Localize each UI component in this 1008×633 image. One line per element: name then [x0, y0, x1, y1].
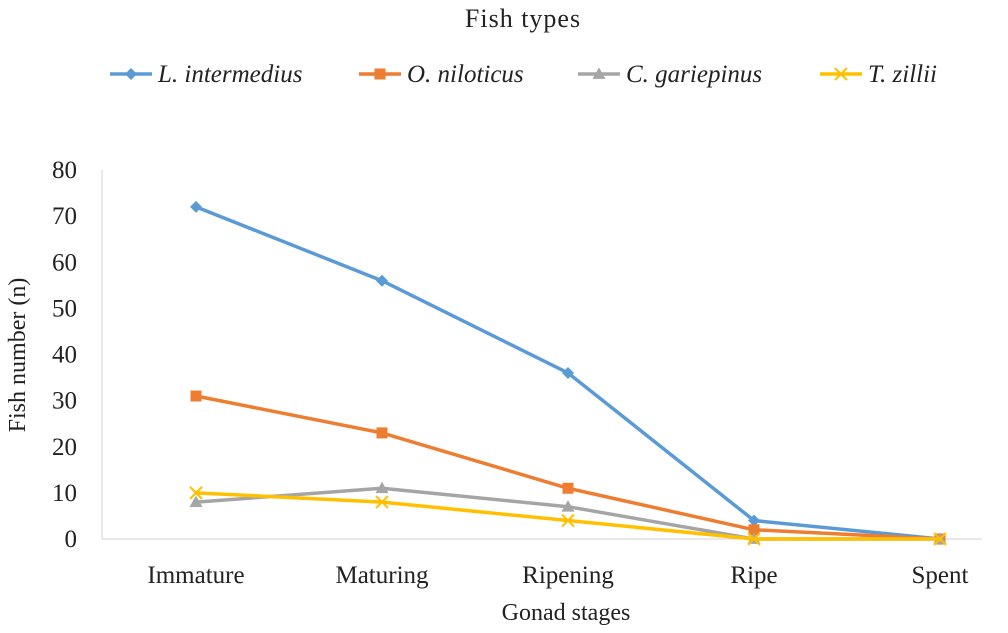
legend-label: L. intermedius — [157, 61, 302, 88]
y-axis-title: Fish number (n) — [5, 278, 31, 433]
data-point-t-zillii — [375, 495, 389, 509]
data-point-o-niloticus — [376, 427, 388, 439]
data-point-t-zillii — [933, 532, 947, 546]
series-t-zillii — [189, 486, 947, 546]
legend-item-l-intermedius: L. intermedius — [110, 61, 302, 88]
legend-marker — [592, 67, 606, 79]
x-axis: Immature Maturing Ripening Ripe Spent — [102, 538, 982, 589]
y-tick-label: 40 — [52, 342, 77, 369]
y-tick-label: 70 — [52, 203, 77, 230]
legend-marker — [125, 68, 137, 80]
data-point-o-niloticus — [562, 482, 574, 494]
y-tick-label: 60 — [52, 249, 77, 276]
y-tick-label: 10 — [52, 480, 77, 507]
y-tick-label: 50 — [52, 295, 77, 322]
data-point-t-zillii — [189, 486, 203, 500]
x-axis-title: Gonad stages — [502, 600, 631, 626]
legend-item-t-zillii: T. zillii — [820, 61, 937, 88]
plot-series — [189, 200, 947, 546]
series-line-o-niloticus — [194, 394, 942, 541]
legend-label: T. zillii — [868, 61, 937, 88]
data-point-t-zillii — [561, 513, 575, 528]
data-point-l-intermedius — [562, 366, 574, 379]
x-tick-label: Ripe — [730, 562, 777, 589]
y-tick-label: 80 — [52, 157, 77, 184]
data-point-c-gariepinus — [561, 500, 575, 512]
data-point-o-niloticus — [190, 390, 202, 402]
data-point-c-gariepinus — [375, 481, 389, 494]
x-tick-label: Maturing — [335, 562, 429, 589]
series-line-c-gariepinus — [194, 486, 942, 541]
x-tick-label: Spent — [912, 562, 969, 589]
y-tick-label: 30 — [52, 388, 77, 415]
legend-label: C. gariepinus — [626, 61, 762, 88]
legend-marker — [834, 67, 848, 81]
x-tick-label: Immature — [147, 562, 244, 589]
data-point-c-gariepinus — [189, 495, 203, 507]
y-tick-label: 20 — [52, 434, 77, 461]
y-tick-label: 0 — [65, 526, 78, 553]
y-axis: 0 10 20 30 40 50 60 70 80 — [52, 157, 103, 553]
legend-item-o-niloticus: O. niloticus — [359, 61, 524, 88]
x-tick-label: Ripening — [522, 562, 614, 589]
data-point-t-zillii — [747, 532, 761, 546]
legend-label: O. niloticus — [407, 61, 524, 88]
legend-title: Fish types — [465, 4, 581, 33]
data-point-o-niloticus — [748, 524, 760, 536]
data-point-l-intermedius — [748, 514, 760, 527]
legend-item-c-gariepinus: C. gariepinus — [578, 61, 762, 88]
legend-marker — [374, 68, 386, 80]
data-point-l-intermedius — [190, 200, 202, 213]
legend: L. intermedius O. niloticus C. gariepinus T… — [110, 61, 937, 88]
data-point-l-intermedius — [376, 274, 388, 287]
